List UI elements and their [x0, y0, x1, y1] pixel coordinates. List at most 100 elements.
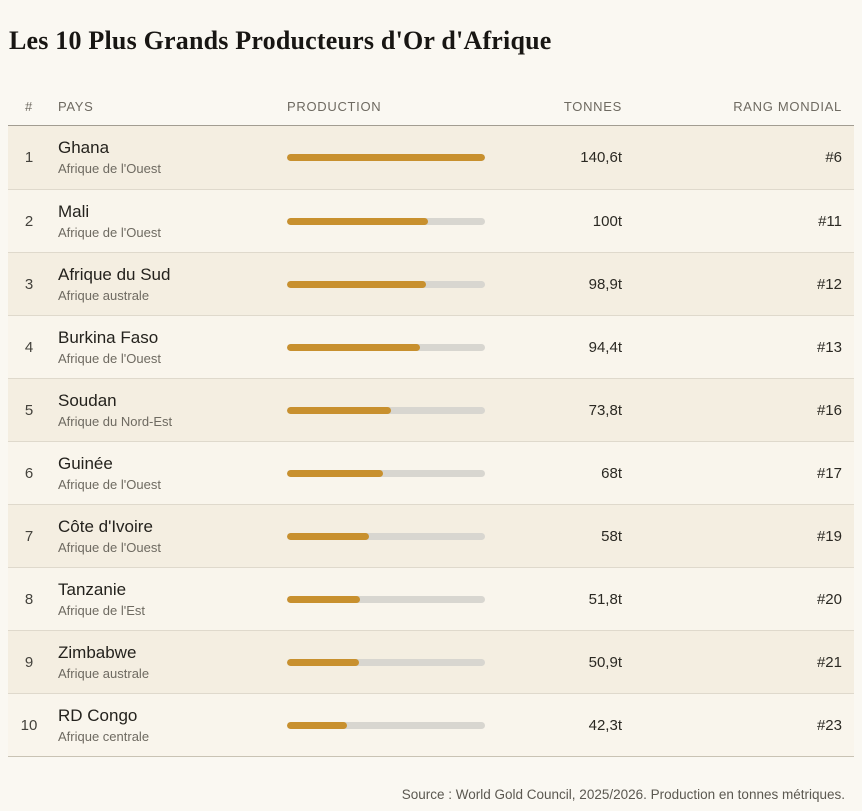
production-bar-track — [287, 217, 485, 225]
country-name: Guinée — [58, 453, 113, 473]
row-number: 9 — [24, 653, 34, 671]
row-number: 7 — [24, 527, 34, 545]
country-name: Tanzanie — [58, 579, 127, 599]
table-row: 8 Tanzanie Afrique de l'Est 51,8t #20 — [8, 567, 854, 630]
country-region: Afrique australe — [58, 665, 150, 681]
country-region: Afrique de l'Est — [58, 602, 146, 618]
tonnes-value: 68t — [601, 464, 622, 482]
country-name: RD Congo — [58, 705, 138, 725]
world-rank: #11 — [818, 212, 842, 230]
country-cell: Côte d'Ivoire Afrique de l'Ouest — [50, 516, 279, 557]
tonnes-value: 73,8t — [588, 401, 622, 419]
production-bar-fill — [287, 595, 360, 603]
production-bar-cell — [279, 154, 499, 161]
production-bar-track — [287, 406, 485, 414]
production-bar-fill — [287, 280, 427, 288]
country-region: Afrique de l'Ouest — [58, 476, 161, 492]
production-bar-track — [287, 280, 485, 288]
production-bar-fill — [287, 343, 420, 351]
production-bar-track — [287, 721, 485, 729]
country-region: Afrique centrale — [58, 728, 150, 744]
row-number: 2 — [24, 212, 34, 230]
country-region: Afrique de l'Ouest — [58, 350, 161, 366]
world-rank: #20 — [816, 590, 842, 608]
table-body: 1 Ghana Afrique de l'Ouest 140,6t #6 2 M… — [8, 126, 854, 757]
row-number: 1 — [24, 149, 34, 166]
production-bar-fill — [287, 532, 369, 540]
row-number: 10 — [20, 716, 38, 734]
country-cell: Zimbabwe Afrique australe — [50, 642, 279, 683]
production-bar-fill — [287, 658, 359, 666]
country-name: Soudan — [58, 390, 117, 410]
row-number: 4 — [24, 338, 34, 356]
country-name: Afrique du Sud — [58, 264, 171, 284]
country-cell: Burkina Faso Afrique de l'Ouest — [50, 327, 279, 368]
production-bar-track — [287, 532, 485, 540]
table-row: 10 RD Congo Afrique centrale 42,3t #23 — [8, 693, 854, 756]
table-row: 4 Burkina Faso Afrique de l'Ouest 94,4t … — [8, 315, 854, 378]
production-bar-cell — [279, 343, 499, 351]
table-row: 2 Mali Afrique de l'Ouest 100t #11 — [8, 189, 854, 252]
tonnes-value: 94,4t — [588, 338, 622, 356]
production-bar-cell — [279, 406, 499, 414]
row-number: 8 — [24, 590, 34, 608]
country-name: Côte d'Ivoire — [58, 516, 153, 536]
world-rank: #23 — [816, 716, 842, 734]
production-bar-cell — [279, 721, 499, 729]
country-cell: Mali Afrique de l'Ouest — [50, 201, 279, 242]
row-number: 6 — [24, 464, 34, 482]
world-rank: #12 — [816, 275, 842, 293]
country-name: Burkina Faso — [58, 327, 159, 347]
production-bar-cell — [279, 658, 499, 666]
country-name: Zimbabwe — [58, 642, 137, 662]
world-rank: #16 — [816, 401, 842, 419]
tonnes-value: 50,9t — [588, 653, 622, 671]
tonnes-value: 98,9t — [588, 275, 622, 293]
country-region: Afrique de l'Ouest — [58, 224, 161, 240]
header-number: # — [25, 99, 33, 114]
tonnes-value: 42,3t — [588, 716, 622, 734]
table-row: 9 Zimbabwe Afrique australe 50,9t #21 — [8, 630, 854, 693]
production-bar-fill — [287, 154, 485, 161]
production-bar-fill — [287, 721, 347, 729]
table-row: 7 Côte d'Ivoire Afrique de l'Ouest 58t #… — [8, 504, 854, 567]
row-number: 5 — [24, 401, 34, 419]
production-bar-cell — [279, 280, 499, 288]
production-bar-fill — [287, 469, 383, 477]
production-bar-track — [287, 469, 485, 477]
country-cell: Tanzanie Afrique de l'Est — [50, 579, 279, 620]
production-bar-cell — [279, 469, 499, 477]
country-cell: Afrique du Sud Afrique australe — [50, 264, 279, 305]
production-bar-fill — [287, 217, 428, 225]
tonnes-value: 100t — [592, 212, 622, 230]
country-name: Ghana — [58, 138, 110, 157]
country-region: Afrique de l'Ouest — [58, 539, 161, 555]
row-number: 3 — [24, 275, 34, 293]
country-cell: Ghana Afrique de l'Ouest — [50, 137, 279, 178]
country-region: Afrique de l'Ouest — [58, 161, 161, 176]
country-region: Afrique du Nord-Est — [58, 413, 173, 429]
header-tonnes: TONNES — [563, 99, 622, 114]
header-rang-mondial: RANG MONDIAL — [733, 99, 842, 114]
production-bar-track — [287, 343, 485, 351]
table-header: # PAYS PRODUCTION TONNES RANG MONDIAL — [8, 99, 854, 126]
country-name: Mali — [58, 201, 90, 221]
header-production: PRODUCTION — [287, 99, 382, 114]
world-rank: #17 — [816, 464, 842, 482]
tonnes-value: 51,8t — [588, 590, 622, 608]
header-pays: PAYS — [58, 99, 94, 114]
table-row: 1 Ghana Afrique de l'Ouest 140,6t #6 — [8, 126, 854, 189]
page: Les 10 Plus Grands Producteurs d'Or d'Af… — [0, 26, 862, 802]
source-note: Source : World Gold Council, 2025/2026. … — [401, 787, 845, 802]
world-rank: #21 — [816, 653, 842, 671]
page-title: Les 10 Plus Grands Producteurs d'Or d'Af… — [9, 26, 552, 55]
production-bar-track — [287, 658, 485, 666]
production-bar-track — [287, 595, 485, 603]
table-row: 3 Afrique du Sud Afrique australe 98,9t … — [8, 252, 854, 315]
country-cell: Soudan Afrique du Nord-Est — [50, 390, 279, 431]
production-bar-track — [287, 154, 485, 161]
production-bar-cell — [279, 217, 499, 225]
tonnes-value: 58t — [601, 527, 622, 545]
production-bar-fill — [287, 406, 391, 414]
country-cell: Guinée Afrique de l'Ouest — [50, 453, 279, 494]
